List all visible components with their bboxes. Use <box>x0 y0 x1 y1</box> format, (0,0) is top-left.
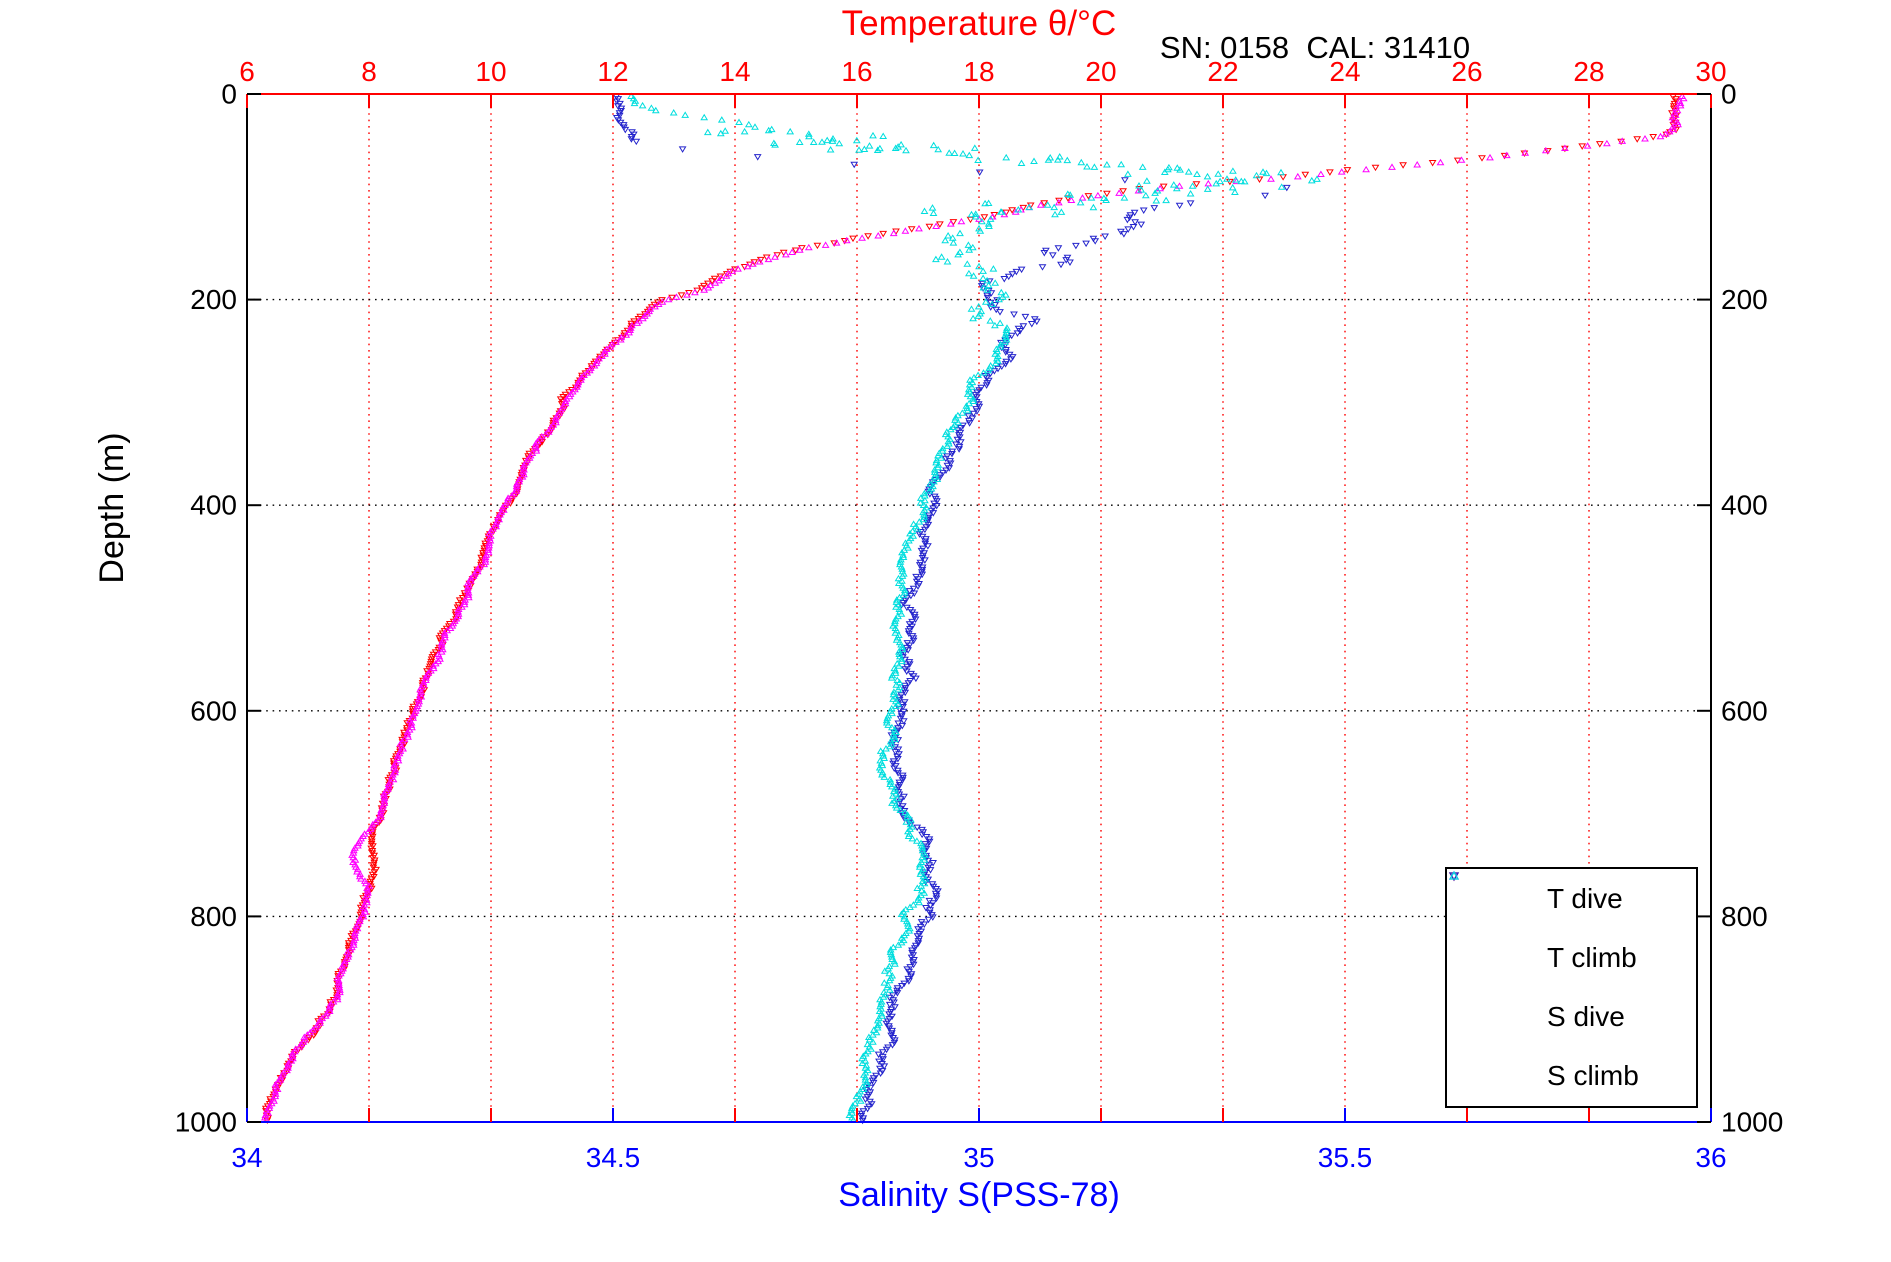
legend-item-t-dive: T dive <box>1447 869 1696 928</box>
salinity-tick-label: 34 <box>231 1142 262 1173</box>
depth-tick-label-left: 200 <box>190 284 237 315</box>
temperature-tick-label: 8 <box>361 56 377 87</box>
temperature-tick-label: 26 <box>1451 56 1482 87</box>
depth-tick-label-left: 800 <box>190 901 237 932</box>
depth-tick-label-left: 0 <box>221 79 237 110</box>
depth-tick-label-left: 1000 <box>175 1107 237 1138</box>
triangle-up-icon <box>1448 870 1509 1083</box>
series-t_climb-markers <box>261 92 1688 1123</box>
salinity-tick-label: 36 <box>1695 1142 1726 1173</box>
legend-label: S climb <box>1547 1060 1639 1092</box>
depth-axis-title: Depth (m) <box>93 432 131 584</box>
temperature-tick-label: 6 <box>239 56 255 87</box>
temperature-tick-label: 28 <box>1573 56 1604 87</box>
temperature-tick-label: 10 <box>475 56 506 87</box>
temperature-tick-label: 14 <box>719 56 750 87</box>
triangle-up-icon <box>1448 870 1509 965</box>
serial-annotation: SN: 0158 CAL: 31410 <box>1159 30 1471 65</box>
depth-tick-label-left: 600 <box>190 695 237 726</box>
temperature-tick-label: 24 <box>1329 56 1360 87</box>
salinity-axis-title: Salinity S(PSS-78) <box>838 1176 1120 1214</box>
series-s_climb-markers <box>627 92 1321 1123</box>
depth-tick-label-right: 400 <box>1721 490 1768 521</box>
depth-tick-label-right: 0 <box>1721 79 1737 110</box>
depth-tick-label-right: 200 <box>1721 284 1768 315</box>
legend-item-t-climb: T climb <box>1447 870 1696 987</box>
temperature-tick-label: 18 <box>963 56 994 87</box>
temperature-tick-label: 30 <box>1695 56 1726 87</box>
depth-tick-label-right: 600 <box>1721 695 1768 726</box>
legend-item-s-dive: S dive <box>1447 872 1696 1047</box>
legend-label: S dive <box>1547 1001 1625 1033</box>
depth-tick-label-right: 800 <box>1721 901 1768 932</box>
legend-item-s-climb: S climb <box>1447 870 1696 1106</box>
triangle-down-icon <box>1448 872 1509 906</box>
salinity-tick-label: 35.5 <box>1318 1142 1373 1173</box>
salinity-tick-label: 35 <box>963 1142 994 1173</box>
depth-tick-label-right: 1000 <box>1721 1107 1783 1138</box>
legend-label: T dive <box>1547 882 1623 914</box>
figure-title: Temperature θ/°C <box>841 4 1117 43</box>
legend: T dive T climb S dive S climb <box>1445 867 1698 1108</box>
temperature-tick-label: 12 <box>597 56 628 87</box>
legend-label: T climb <box>1547 941 1637 973</box>
series-s_dive-markers <box>612 93 1291 1125</box>
depth-tick-label-left: 400 <box>190 490 237 521</box>
salinity-tick-label: 34.5 <box>586 1142 641 1173</box>
temperature-tick-label: 22 <box>1207 56 1238 87</box>
temperature-tick-label: 20 <box>1085 56 1116 87</box>
temperature-tick-label: 16 <box>841 56 872 87</box>
triangle-down-icon <box>1448 872 1509 1024</box>
